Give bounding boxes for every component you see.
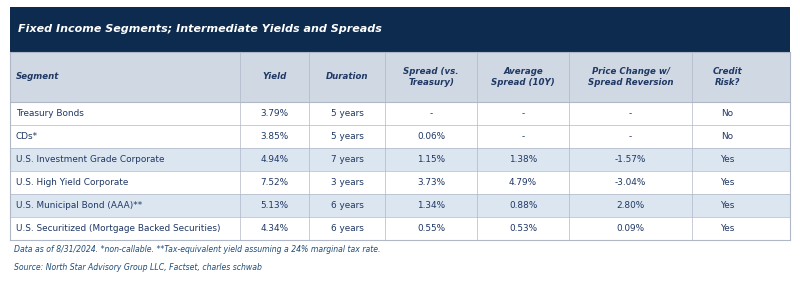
Bar	[10, 52, 790, 102]
Text: U.S. Investment Grade Corporate: U.S. Investment Grade Corporate	[16, 155, 165, 164]
Bar	[10, 171, 790, 194]
Text: 0.06%: 0.06%	[417, 132, 446, 141]
Text: -: -	[430, 109, 433, 118]
Text: -: -	[522, 132, 525, 141]
Text: Yes: Yes	[720, 224, 734, 233]
Text: Credit
Risk?: Credit Risk?	[712, 67, 742, 87]
Text: Yield: Yield	[262, 72, 286, 81]
Bar	[10, 217, 790, 240]
Text: Yes: Yes	[720, 155, 734, 164]
Text: 5 years: 5 years	[330, 109, 363, 118]
Text: 0.55%: 0.55%	[417, 224, 446, 233]
Bar	[10, 194, 790, 217]
Text: 6 years: 6 years	[330, 224, 363, 233]
Text: CDs*: CDs*	[16, 132, 38, 141]
Text: Yes: Yes	[720, 178, 734, 187]
Text: 3.73%: 3.73%	[417, 178, 446, 187]
Text: 5.13%: 5.13%	[261, 201, 289, 210]
Text: Price Change w/
Spread Reversion: Price Change w/ Spread Reversion	[588, 67, 674, 87]
Text: Segment: Segment	[16, 72, 59, 81]
Text: Fixed Income Segments; Intermediate Yields and Spreads: Fixed Income Segments; Intermediate Yiel…	[18, 24, 382, 34]
Text: Yes: Yes	[720, 201, 734, 210]
Text: 4.34%: 4.34%	[261, 224, 289, 233]
Text: 7.52%: 7.52%	[261, 178, 289, 187]
Text: -1.57%: -1.57%	[615, 155, 646, 164]
Bar	[10, 148, 790, 171]
Text: -: -	[629, 132, 632, 141]
Text: 4.79%: 4.79%	[509, 178, 537, 187]
Text: 5 years: 5 years	[330, 132, 363, 141]
Text: U.S. Securitized (Mortgage Backed Securities): U.S. Securitized (Mortgage Backed Securi…	[16, 224, 221, 233]
Text: 1.38%: 1.38%	[509, 155, 538, 164]
Text: 1.15%: 1.15%	[417, 155, 446, 164]
Text: Spread (vs.
Treasury): Spread (vs. Treasury)	[403, 67, 459, 87]
Text: 0.88%: 0.88%	[509, 201, 538, 210]
Bar	[10, 7, 790, 52]
Text: 0.09%: 0.09%	[617, 224, 645, 233]
Text: -: -	[629, 109, 632, 118]
Text: No: No	[722, 132, 734, 141]
Text: 2.80%: 2.80%	[617, 201, 645, 210]
Text: Duration: Duration	[326, 72, 368, 81]
Text: Treasury Bonds: Treasury Bonds	[16, 109, 84, 118]
Text: U.S. High Yield Corporate: U.S. High Yield Corporate	[16, 178, 128, 187]
Text: 3.79%: 3.79%	[261, 109, 289, 118]
Text: No: No	[722, 109, 734, 118]
Text: 3.85%: 3.85%	[261, 132, 289, 141]
Text: Source: North Star Advisory Group LLC, Factset, charles schwab: Source: North Star Advisory Group LLC, F…	[14, 263, 262, 272]
Text: Average
Spread (10Y): Average Spread (10Y)	[491, 67, 555, 87]
Text: 7 years: 7 years	[330, 155, 363, 164]
Bar	[10, 102, 790, 125]
Text: 0.53%: 0.53%	[509, 224, 537, 233]
Text: 4.94%: 4.94%	[261, 155, 289, 164]
Text: -3.04%: -3.04%	[615, 178, 646, 187]
Text: Data as of 8/31/2024. *non-callable. **Tax-equivalent yield assuming a 24% margi: Data as of 8/31/2024. *non-callable. **T…	[14, 245, 380, 254]
Text: U.S. Municipal Bond (AAA)**: U.S. Municipal Bond (AAA)**	[16, 201, 142, 210]
Text: 1.34%: 1.34%	[417, 201, 446, 210]
Text: 6 years: 6 years	[330, 201, 363, 210]
Text: -: -	[522, 109, 525, 118]
Bar	[10, 125, 790, 148]
Text: 3 years: 3 years	[330, 178, 363, 187]
